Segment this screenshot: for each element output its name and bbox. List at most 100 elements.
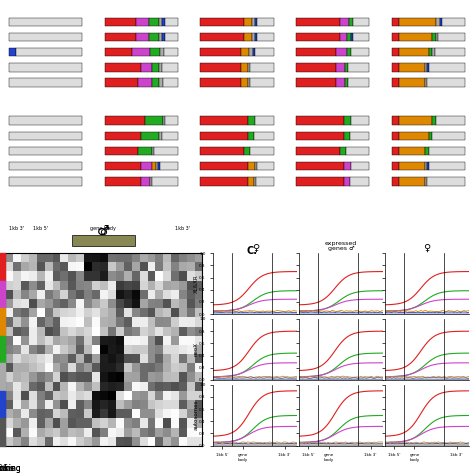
FancyBboxPatch shape	[105, 177, 141, 186]
FancyBboxPatch shape	[164, 48, 178, 56]
Y-axis label: autosomes: autosomes	[194, 400, 199, 430]
FancyBboxPatch shape	[159, 132, 162, 140]
FancyBboxPatch shape	[392, 33, 400, 41]
FancyBboxPatch shape	[438, 33, 465, 41]
FancyBboxPatch shape	[201, 177, 248, 186]
Bar	[0, 345, 5, 354]
FancyBboxPatch shape	[105, 63, 141, 72]
FancyBboxPatch shape	[400, 177, 425, 186]
FancyBboxPatch shape	[105, 48, 132, 56]
FancyBboxPatch shape	[241, 63, 248, 72]
FancyBboxPatch shape	[9, 78, 82, 87]
Text: genome: genome	[0, 464, 16, 473]
FancyBboxPatch shape	[149, 18, 159, 26]
FancyBboxPatch shape	[436, 117, 465, 125]
FancyBboxPatch shape	[9, 33, 82, 41]
FancyBboxPatch shape	[296, 48, 337, 56]
FancyBboxPatch shape	[9, 147, 82, 155]
FancyBboxPatch shape	[400, 48, 428, 56]
FancyBboxPatch shape	[152, 162, 156, 171]
FancyBboxPatch shape	[255, 33, 257, 41]
FancyBboxPatch shape	[162, 33, 165, 41]
FancyBboxPatch shape	[254, 177, 256, 186]
FancyBboxPatch shape	[201, 48, 241, 56]
FancyBboxPatch shape	[392, 162, 400, 171]
FancyBboxPatch shape	[400, 18, 436, 26]
FancyBboxPatch shape	[141, 162, 152, 171]
FancyBboxPatch shape	[337, 48, 347, 56]
FancyBboxPatch shape	[425, 78, 427, 87]
FancyBboxPatch shape	[392, 147, 400, 155]
Text: introns: introns	[0, 464, 14, 473]
FancyBboxPatch shape	[392, 48, 400, 56]
FancyBboxPatch shape	[248, 162, 255, 171]
FancyBboxPatch shape	[392, 177, 400, 186]
Bar	[0, 336, 5, 345]
FancyBboxPatch shape	[159, 18, 162, 26]
Bar	[0, 281, 5, 290]
FancyBboxPatch shape	[165, 18, 178, 26]
FancyBboxPatch shape	[345, 78, 348, 87]
Title: ♀: ♀	[424, 243, 431, 253]
FancyBboxPatch shape	[296, 18, 340, 26]
FancyBboxPatch shape	[105, 132, 141, 140]
FancyBboxPatch shape	[353, 18, 369, 26]
FancyBboxPatch shape	[400, 147, 425, 155]
FancyBboxPatch shape	[252, 33, 255, 41]
Text: 1kb 3': 1kb 3'	[9, 226, 24, 231]
FancyBboxPatch shape	[296, 78, 337, 87]
FancyBboxPatch shape	[244, 33, 252, 41]
FancyBboxPatch shape	[340, 147, 346, 155]
Bar	[0, 253, 5, 263]
FancyBboxPatch shape	[137, 78, 152, 87]
FancyBboxPatch shape	[9, 117, 82, 125]
Bar	[0, 272, 5, 281]
FancyBboxPatch shape	[162, 132, 178, 140]
FancyBboxPatch shape	[162, 63, 178, 72]
FancyBboxPatch shape	[152, 147, 155, 155]
FancyBboxPatch shape	[250, 78, 273, 87]
FancyBboxPatch shape	[340, 33, 347, 41]
Bar	[0, 391, 5, 400]
FancyBboxPatch shape	[436, 18, 439, 26]
FancyBboxPatch shape	[201, 162, 248, 171]
FancyBboxPatch shape	[392, 63, 400, 72]
Bar	[0, 372, 5, 382]
Bar	[0, 437, 5, 446]
FancyBboxPatch shape	[255, 48, 273, 56]
FancyBboxPatch shape	[296, 132, 344, 140]
FancyBboxPatch shape	[427, 162, 429, 171]
FancyBboxPatch shape	[9, 48, 16, 56]
FancyBboxPatch shape	[241, 48, 249, 56]
FancyBboxPatch shape	[250, 63, 273, 72]
FancyBboxPatch shape	[296, 147, 340, 155]
FancyBboxPatch shape	[201, 78, 241, 87]
Bar	[0, 290, 5, 299]
Text: 1kb 5': 1kb 5'	[33, 226, 48, 231]
FancyBboxPatch shape	[348, 78, 369, 87]
FancyBboxPatch shape	[152, 78, 159, 87]
FancyBboxPatch shape	[351, 33, 353, 41]
FancyBboxPatch shape	[425, 162, 427, 171]
FancyBboxPatch shape	[344, 162, 351, 171]
FancyBboxPatch shape	[432, 132, 465, 140]
FancyBboxPatch shape	[257, 162, 273, 171]
FancyBboxPatch shape	[244, 147, 250, 155]
FancyBboxPatch shape	[244, 18, 252, 26]
Bar	[0, 400, 5, 409]
FancyBboxPatch shape	[105, 18, 137, 26]
Text: 1kb 3': 1kb 3'	[174, 226, 190, 231]
FancyBboxPatch shape	[137, 18, 149, 26]
FancyBboxPatch shape	[351, 48, 369, 56]
FancyBboxPatch shape	[160, 162, 178, 171]
Bar	[0, 308, 5, 318]
Bar	[0, 327, 5, 336]
FancyBboxPatch shape	[162, 18, 165, 26]
FancyBboxPatch shape	[350, 132, 369, 140]
FancyBboxPatch shape	[9, 162, 82, 171]
FancyBboxPatch shape	[165, 33, 178, 41]
FancyBboxPatch shape	[296, 63, 337, 72]
Bar	[0, 318, 5, 327]
FancyBboxPatch shape	[158, 162, 160, 171]
FancyBboxPatch shape	[159, 63, 162, 72]
